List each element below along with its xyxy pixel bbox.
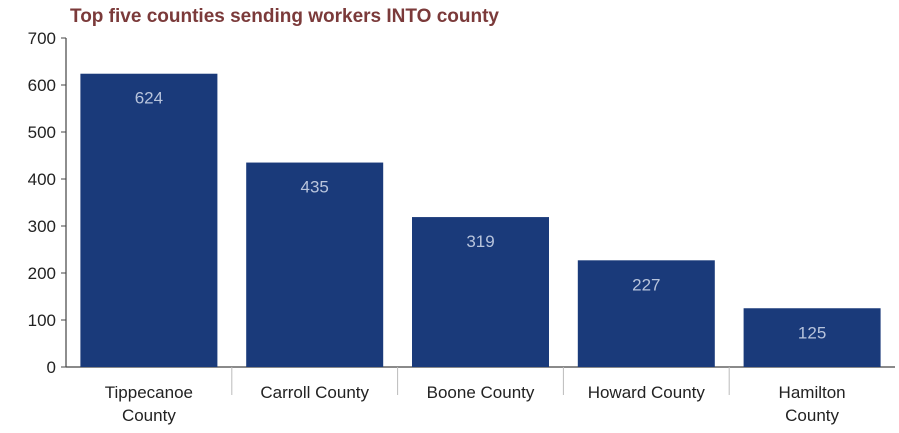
bar — [246, 162, 384, 367]
y-tick-label: 0 — [47, 358, 56, 377]
y-tick-label: 600 — [28, 76, 56, 95]
x-tick-label: County — [785, 406, 839, 425]
y-tick-label: 300 — [28, 217, 56, 236]
bar — [412, 217, 549, 367]
x-tick-label: Carroll County — [260, 383, 369, 402]
bar-data-label: 319 — [466, 232, 494, 251]
bar — [577, 260, 715, 367]
bar-data-label: 624 — [135, 89, 163, 108]
bar — [743, 308, 881, 367]
y-tick-label: 100 — [28, 311, 56, 330]
bar-data-label: 435 — [301, 178, 329, 197]
y-tick-label: 500 — [28, 123, 56, 142]
y-tick-label: 200 — [28, 264, 56, 283]
x-tick-label: Tippecanoe — [105, 383, 193, 402]
bar — [80, 73, 218, 367]
x-tick-label: Boone County — [427, 383, 535, 402]
x-tick-label: Hamilton — [779, 383, 846, 402]
y-tick-label: 400 — [28, 170, 56, 189]
bar-data-label: 125 — [798, 323, 826, 342]
x-tick-label: Howard County — [588, 383, 706, 402]
chart-title: Top five counties sending workers INTO c… — [70, 6, 499, 27]
x-tick-label: County — [122, 406, 176, 425]
bar-data-label: 227 — [632, 275, 660, 294]
y-tick-label: 700 — [28, 29, 56, 48]
